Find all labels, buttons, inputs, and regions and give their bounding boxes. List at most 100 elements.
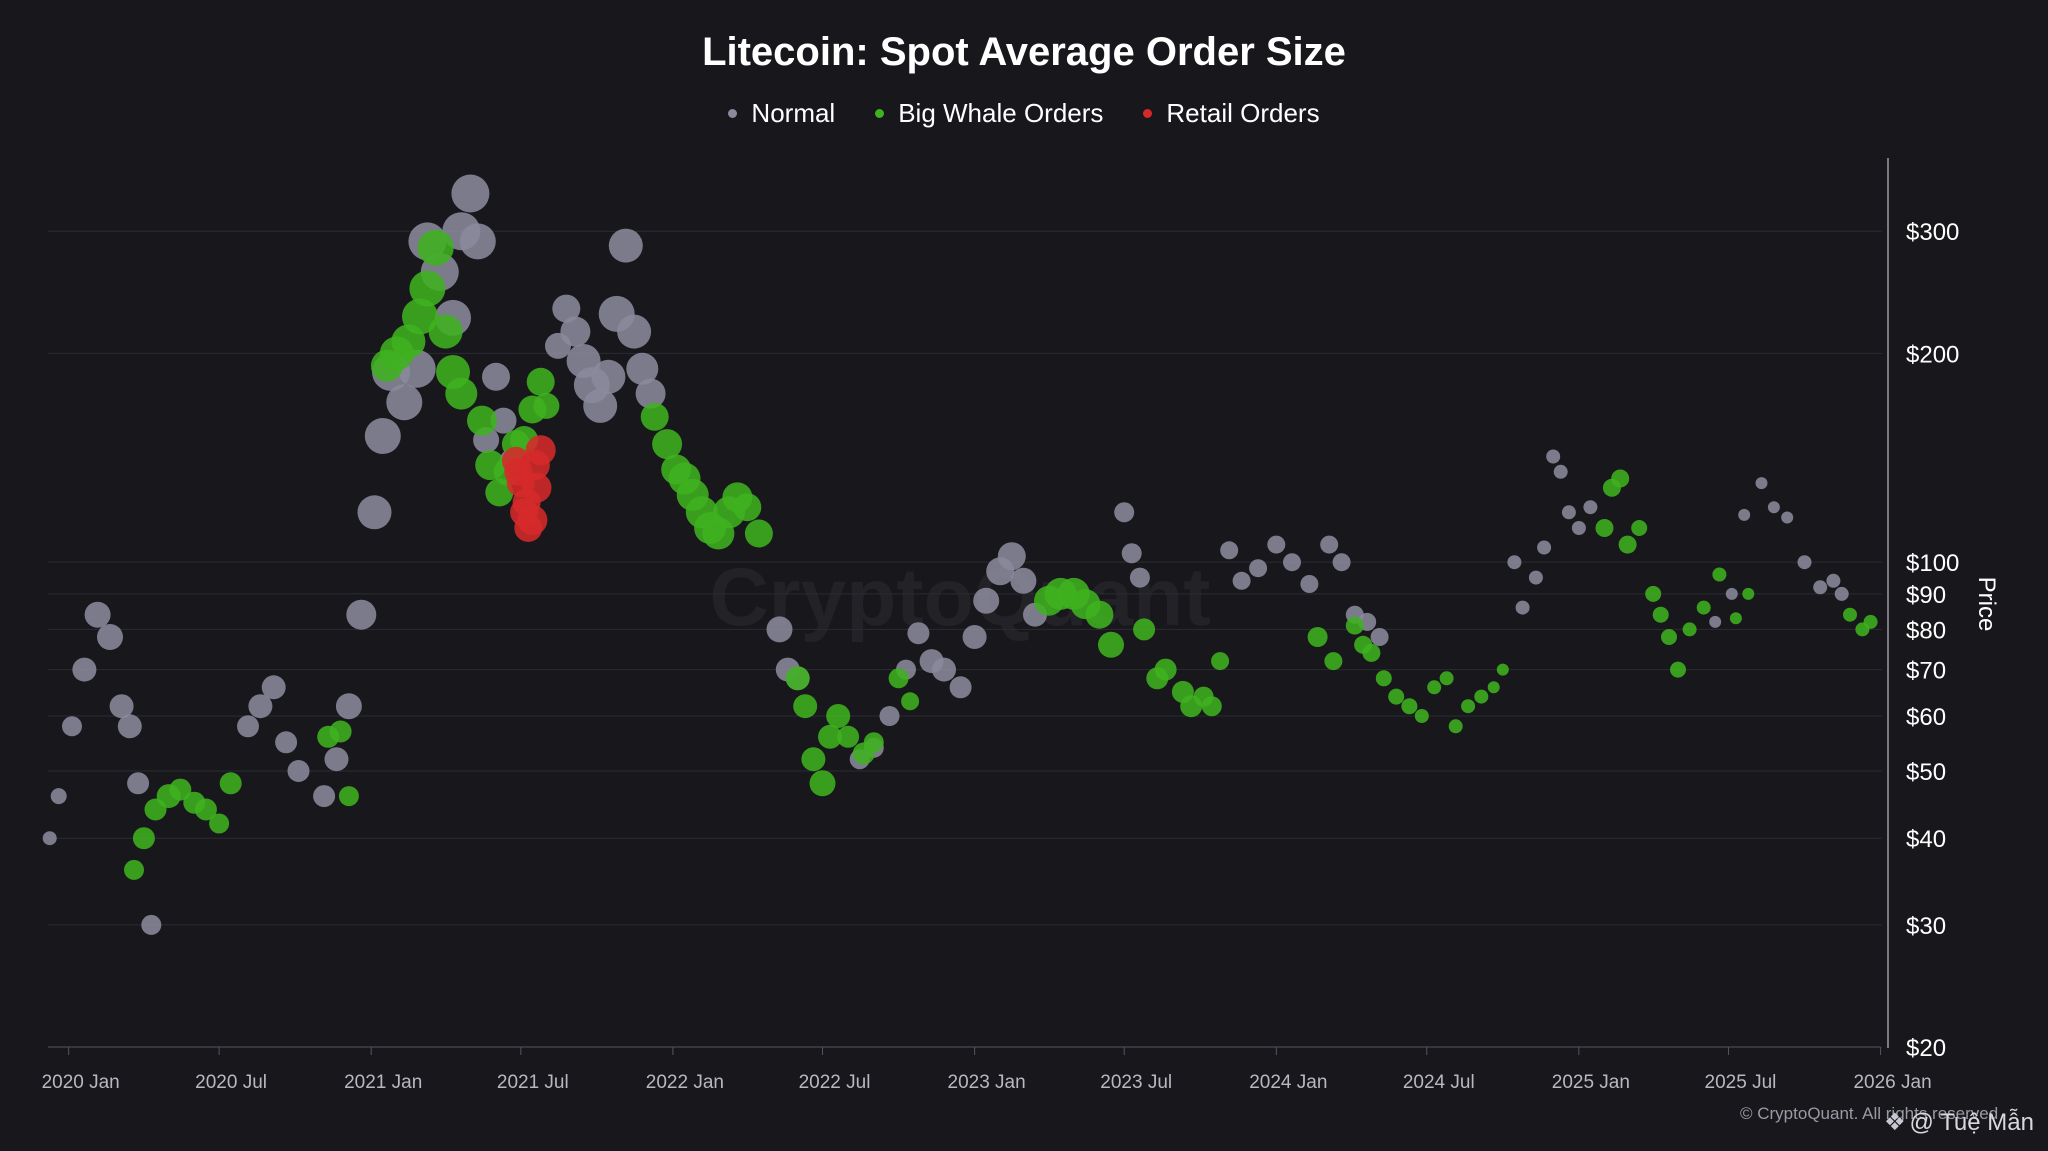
legend-dot-whale-icon [875, 109, 885, 118]
point-normal [560, 316, 591, 347]
point-normal [141, 914, 162, 935]
point-whale [1362, 643, 1381, 662]
point-normal [1797, 555, 1812, 570]
chart-title: Litecoin: Spot Average Order Size [702, 30, 1346, 74]
point-whale [1729, 612, 1742, 625]
y-tick-label: $40 [1906, 826, 1946, 853]
legend: Normal Big Whale Orders Retail Orders [0, 98, 2048, 129]
point-whale [1345, 616, 1364, 635]
point-normal [1725, 587, 1738, 600]
point-normal [117, 714, 142, 739]
point-whale [445, 377, 478, 410]
point-normal [50, 788, 67, 805]
y-tick-label: $70 [1906, 658, 1946, 685]
series-big-whale-orders [124, 229, 1878, 880]
point-normal [973, 587, 1000, 614]
point-normal [287, 760, 310, 782]
point-whale [1461, 699, 1476, 714]
point-whale [428, 314, 463, 349]
point-whale [1611, 469, 1630, 488]
point-whale [837, 725, 860, 748]
y-tick-label: $80 [1906, 617, 1946, 644]
point-normal [1507, 555, 1522, 570]
point-normal [1571, 521, 1586, 535]
point-whale [1098, 631, 1124, 658]
point-normal [84, 601, 111, 628]
x-tick-label: 2022 Jul [799, 1072, 871, 1093]
legend-item-normal[interactable]: Normal [728, 98, 835, 129]
point-normal [1826, 573, 1841, 588]
point-normal [42, 831, 57, 846]
point-normal [608, 228, 643, 263]
x-tick-label: 2026 Jan [1853, 1072, 1931, 1093]
point-normal [962, 625, 987, 649]
point-whale [1085, 600, 1114, 629]
point-normal [1755, 477, 1768, 490]
x-tick-label: 2021 Jul [497, 1072, 569, 1093]
point-normal [617, 314, 652, 349]
point-normal [97, 624, 123, 650]
x-tick-label: 2025 Jul [1705, 1072, 1777, 1093]
point-whale [793, 694, 818, 719]
point-normal [1813, 580, 1828, 595]
point-normal [1114, 502, 1135, 523]
legend-item-retail[interactable]: Retail Orders [1143, 98, 1320, 129]
point-normal [1546, 449, 1561, 464]
y-axis-title: Price [1973, 577, 2000, 632]
legend-dot-normal-icon [728, 109, 738, 118]
point-whale [1201, 696, 1222, 717]
y-tick-label: $90 [1906, 582, 1946, 609]
point-normal [997, 542, 1026, 571]
series-normal [42, 174, 1849, 935]
point-whale [1661, 629, 1677, 645]
y-tick-label: $30 [1906, 913, 1946, 940]
y-tick-label: $300 [1906, 219, 1959, 246]
point-whale [1843, 607, 1857, 622]
point-normal [237, 715, 259, 738]
point-normal [490, 407, 517, 434]
point-normal [635, 378, 666, 409]
point-normal [552, 294, 581, 323]
point-normal [335, 693, 362, 720]
author-tag: ❖ @ Tuệ Mẫn [1884, 1108, 2034, 1137]
point-normal [275, 731, 298, 754]
point-whale [1742, 587, 1755, 600]
series-retail-orders [501, 435, 556, 542]
point-whale [219, 772, 242, 795]
point-normal [357, 495, 392, 530]
point-whale [417, 229, 454, 266]
point-whale [409, 270, 446, 307]
point-whale [1670, 661, 1686, 678]
point-whale [1645, 585, 1662, 602]
point-whale [640, 402, 669, 431]
legend-item-whale[interactable]: Big Whale Orders [875, 98, 1103, 129]
point-normal [1528, 570, 1543, 585]
axes-layer: $20 $30 $40 $50 $60 $70 $80 $90 $100 $200 $300 2020… [42, 158, 2000, 1093]
points-layer [42, 174, 1878, 935]
point-whale [809, 770, 836, 797]
point-normal [346, 599, 377, 630]
point-whale [863, 732, 884, 753]
point-normal [451, 174, 490, 213]
point-whale [1474, 689, 1489, 704]
point-normal [1781, 511, 1794, 524]
point-normal [364, 418, 401, 454]
author-name: @ Tuệ Mẫn [1909, 1108, 2034, 1136]
point-normal [313, 785, 336, 808]
point-normal [386, 384, 423, 421]
point-normal [1834, 586, 1849, 601]
x-tick-label: 2024 Jul [1403, 1072, 1475, 1093]
point-whale [652, 429, 683, 460]
point-normal [1300, 575, 1319, 593]
point-normal [1320, 535, 1339, 554]
point-normal [459, 223, 496, 260]
point-normal [1767, 501, 1780, 514]
point-whale [209, 813, 230, 834]
point-normal [1129, 567, 1150, 588]
point-normal [932, 657, 956, 682]
point-whale [785, 666, 810, 691]
point-normal [1220, 541, 1239, 560]
point-whale [1496, 663, 1509, 676]
x-tick-label: 2020 Jan [42, 1072, 120, 1093]
point-normal [1249, 559, 1268, 578]
